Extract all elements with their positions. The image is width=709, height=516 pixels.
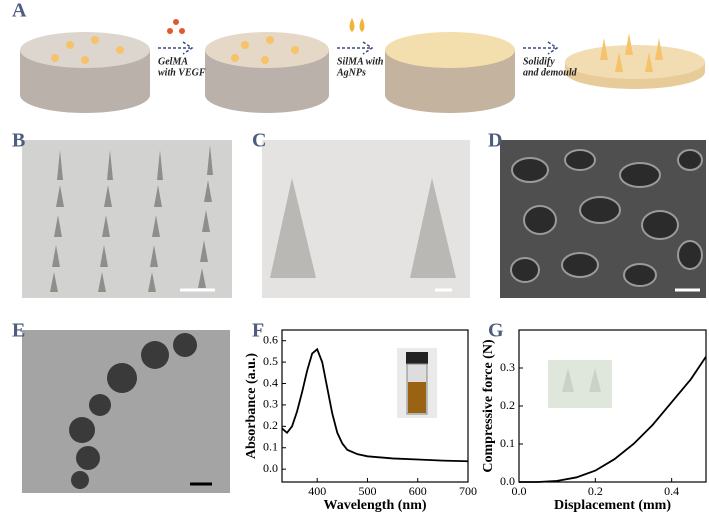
y-tick-label: 0.0 bbox=[263, 461, 278, 475]
y-tick-label: 0.6 bbox=[263, 332, 278, 346]
y-tick-label: 0.1 bbox=[263, 439, 278, 453]
needles-b bbox=[50, 145, 213, 292]
step-label: GelMA bbox=[158, 56, 188, 67]
data-line bbox=[519, 356, 707, 483]
vial-inset bbox=[397, 348, 437, 418]
x-tick-label: 0.2 bbox=[588, 484, 603, 498]
y-tick-label: 0.3 bbox=[500, 360, 515, 374]
y-axis-label: Absorbance (a.u.) bbox=[244, 353, 259, 460]
data-line bbox=[281, 347, 469, 463]
panel-label: A bbox=[12, 0, 27, 22]
step-label: with VEGF bbox=[158, 67, 206, 78]
mold bbox=[205, 50, 329, 113]
x-tick-label: 0.4 bbox=[664, 484, 679, 498]
step-label: SilMA with bbox=[337, 56, 384, 67]
plot-frame bbox=[281, 329, 469, 483]
y-tick-label: 0.4 bbox=[263, 375, 278, 389]
step-label: and demould bbox=[523, 67, 578, 78]
x-axis-label: Displacement (mm) bbox=[554, 498, 671, 513]
agnp-drop bbox=[349, 18, 365, 32]
mold bbox=[385, 50, 515, 113]
panel-label: E bbox=[12, 320, 25, 342]
panel-label: B bbox=[12, 130, 25, 152]
mold-top bbox=[385, 32, 515, 68]
x-axis-label: Wavelength (nm) bbox=[323, 498, 426, 513]
y-tick-label: 0.1 bbox=[500, 436, 515, 450]
nanoparticles bbox=[69, 333, 197, 489]
step-label: Solidify bbox=[523, 56, 555, 67]
panel-label: C bbox=[252, 130, 266, 152]
x-tick-label: 700 bbox=[459, 484, 477, 498]
y-tick-label: 0.3 bbox=[263, 397, 278, 411]
photo-b bbox=[22, 140, 232, 298]
mold bbox=[20, 50, 150, 113]
x-tick-label: 0.0 bbox=[512, 484, 527, 498]
step-label: AgNPs bbox=[336, 67, 366, 78]
vegf-drop bbox=[173, 19, 179, 25]
pores bbox=[510, 149, 703, 287]
y-axis-label: Compressive force (N) bbox=[481, 339, 496, 473]
plot-frame bbox=[518, 329, 707, 483]
tem-image bbox=[22, 330, 230, 493]
patch-inset bbox=[548, 360, 612, 408]
x-tick-label: 400 bbox=[308, 484, 326, 498]
cones bbox=[51, 33, 663, 72]
y-tick-label: 0.2 bbox=[500, 398, 515, 412]
panel-label: D bbox=[488, 130, 502, 152]
schematic bbox=[20, 18, 705, 113]
panel-label: F bbox=[252, 320, 264, 342]
arrows bbox=[158, 41, 559, 55]
patch-top bbox=[565, 45, 705, 79]
needles-c bbox=[270, 178, 456, 278]
y-tick-label: 0.0 bbox=[500, 474, 515, 488]
x-tick-label: 500 bbox=[358, 484, 376, 498]
vegf-drop bbox=[179, 28, 185, 34]
x-tick-label: 600 bbox=[409, 484, 427, 498]
panel-label: G bbox=[488, 320, 504, 342]
vegf-drop bbox=[167, 28, 173, 34]
y-tick-label: 0.5 bbox=[263, 354, 278, 368]
y-tick-label: 0.2 bbox=[263, 418, 278, 432]
